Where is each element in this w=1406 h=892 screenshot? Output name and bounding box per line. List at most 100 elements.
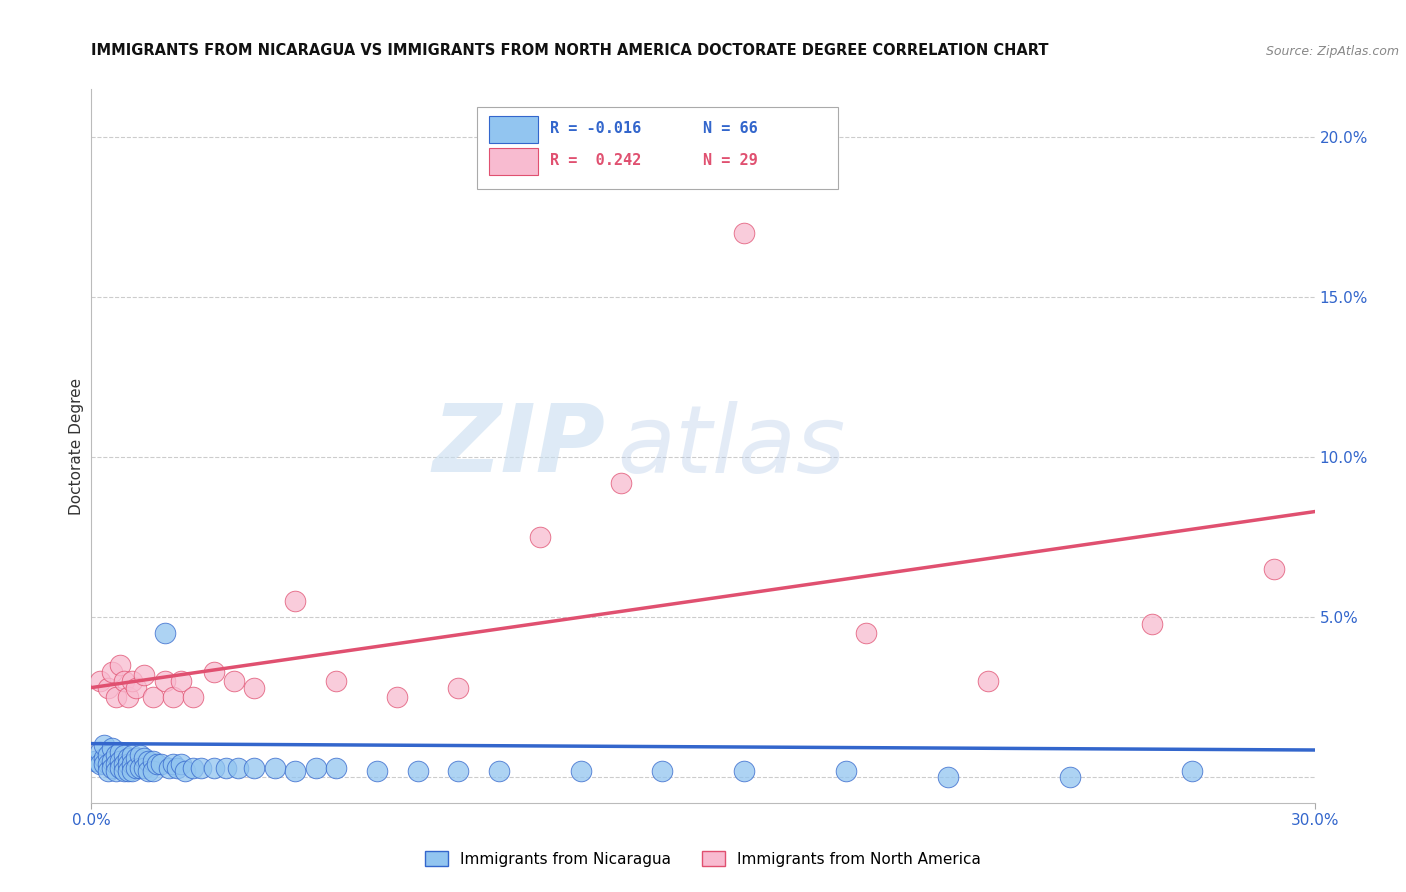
Point [101, 665, 124, 679]
Point [134, 761, 156, 775]
Legend: Immigrants from Nicaragua, Immigrants from North America: Immigrants from Nicaragua, Immigrants fr… [425, 851, 981, 866]
Point [121, 747, 143, 762]
Point [117, 751, 139, 765]
Point [215, 761, 238, 775]
Point [101, 741, 124, 756]
Point [125, 681, 148, 695]
Point [488, 764, 510, 778]
FancyBboxPatch shape [477, 107, 838, 189]
Point [93, 751, 115, 765]
Text: ZIP: ZIP [432, 400, 605, 492]
Point [121, 757, 143, 772]
Point [129, 761, 152, 775]
Point [108, 754, 131, 768]
Point [202, 665, 225, 679]
Point [1181, 764, 1204, 778]
Text: R =  0.242: R = 0.242 [550, 153, 641, 168]
Point [243, 681, 266, 695]
Point [1140, 616, 1163, 631]
Point [141, 754, 163, 768]
Point [325, 674, 347, 689]
Point [97, 747, 120, 762]
Point [134, 668, 156, 682]
Point [101, 754, 124, 768]
Point [1263, 562, 1285, 576]
Point [153, 674, 176, 689]
Point [284, 764, 307, 778]
Point [162, 757, 184, 772]
Point [385, 690, 409, 705]
Point [447, 681, 470, 695]
Point [529, 530, 551, 544]
Point [89, 674, 111, 689]
Point [97, 757, 120, 772]
Point [125, 761, 148, 775]
Point [117, 690, 139, 705]
Point [108, 658, 131, 673]
Point [121, 764, 143, 778]
Point [141, 764, 163, 778]
Point [264, 761, 287, 775]
Point [162, 690, 184, 705]
Point [170, 674, 193, 689]
Point [174, 764, 197, 778]
Point [89, 757, 111, 772]
Point [134, 751, 156, 765]
Point [93, 738, 115, 752]
Point [157, 761, 180, 775]
Point [108, 761, 131, 775]
Text: N = 66: N = 66 [703, 121, 758, 136]
Point [129, 747, 152, 762]
Point [97, 681, 120, 695]
Point [104, 747, 127, 762]
Point [183, 761, 205, 775]
Point [170, 757, 193, 772]
Point [202, 761, 225, 775]
Point [104, 690, 127, 705]
Point [93, 757, 115, 772]
Point [112, 674, 135, 689]
Point [84, 754, 107, 768]
Point [153, 626, 176, 640]
Point [569, 764, 592, 778]
Point [325, 761, 347, 775]
Point [149, 757, 172, 772]
FancyBboxPatch shape [489, 116, 538, 143]
Point [855, 626, 877, 640]
Text: atlas: atlas [617, 401, 845, 491]
Point [406, 764, 429, 778]
Point [226, 761, 249, 775]
Text: Source: ZipAtlas.com: Source: ZipAtlas.com [1265, 45, 1399, 58]
Point [138, 764, 160, 778]
Point [243, 761, 266, 775]
Point [183, 690, 205, 705]
Y-axis label: Doctorate Degree: Doctorate Degree [69, 377, 84, 515]
Point [936, 770, 959, 784]
FancyBboxPatch shape [489, 148, 538, 175]
Point [222, 674, 246, 689]
Point [108, 745, 131, 759]
Point [141, 690, 163, 705]
Point [125, 751, 148, 765]
Point [733, 764, 755, 778]
Point [977, 674, 1000, 689]
Point [89, 745, 111, 759]
Text: R = -0.016: R = -0.016 [550, 121, 641, 136]
Point [145, 757, 167, 772]
Point [284, 594, 307, 608]
Point [651, 764, 673, 778]
Point [610, 475, 633, 490]
Point [117, 764, 139, 778]
Point [104, 764, 127, 778]
Point [121, 674, 143, 689]
Point [112, 764, 135, 778]
Point [835, 764, 858, 778]
Text: IMMIGRANTS FROM NICARAGUA VS IMMIGRANTS FROM NORTH AMERICA DOCTORATE DEGREE CORR: IMMIGRANTS FROM NICARAGUA VS IMMIGRANTS … [91, 43, 1049, 58]
Point [447, 764, 470, 778]
Point [112, 747, 135, 762]
Point [733, 226, 755, 240]
Point [101, 761, 124, 775]
Point [138, 754, 160, 768]
Text: N = 29: N = 29 [703, 153, 758, 168]
Point [97, 764, 120, 778]
